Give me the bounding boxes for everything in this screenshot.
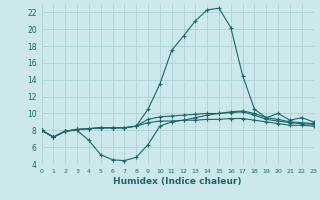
X-axis label: Humidex (Indice chaleur): Humidex (Indice chaleur) — [113, 177, 242, 186]
